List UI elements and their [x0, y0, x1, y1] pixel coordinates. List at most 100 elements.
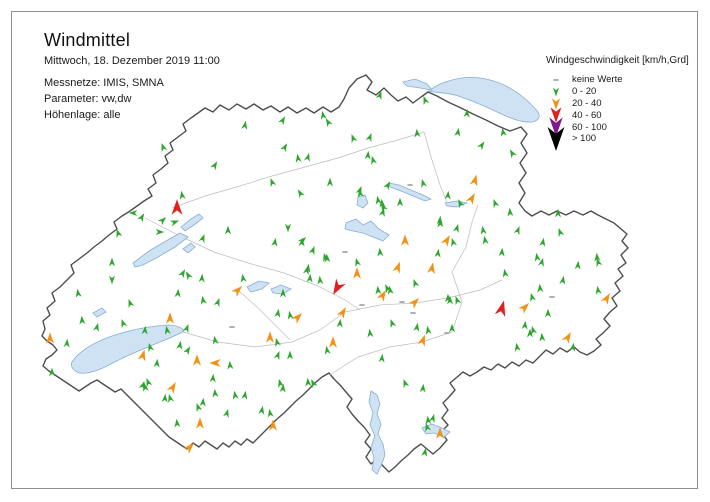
no-value-marker	[342, 251, 348, 253]
legend-items: keine Werte 0 - 20 20 - 40 40 - 60 60 - 100 >…	[546, 74, 704, 151]
wind-arrow-o	[329, 336, 337, 348]
wind-arrow-g	[155, 228, 165, 236]
wind-arrow-g	[161, 142, 168, 153]
legend-item-o: 20 - 40	[546, 97, 704, 110]
wind-arrow-g	[444, 190, 451, 200]
wind-arrow-r	[333, 278, 346, 295]
wind-arrow-g	[396, 197, 404, 207]
wind-arrow-g	[286, 350, 294, 360]
wind-arrow-g	[377, 247, 384, 257]
legend-label: 40 - 60	[572, 109, 602, 121]
wind-arrow-g	[365, 132, 372, 143]
wind-arrow-g	[534, 252, 541, 262]
wind-arrow-g	[212, 388, 219, 398]
wind-arrow-o	[166, 382, 176, 394]
wind-arrow-g	[357, 188, 364, 198]
wind-arrow-g	[308, 245, 315, 256]
lake-maggiore	[368, 390, 386, 475]
wind-arrow-g	[267, 408, 274, 418]
wind-arrow-g	[297, 189, 305, 199]
wind-arrow-g	[428, 413, 435, 423]
wind-arrow-g	[569, 342, 576, 352]
legend-glyph-p	[549, 117, 563, 137]
wind-arrow-g	[137, 213, 145, 223]
wind-arrow-o	[291, 312, 303, 324]
legend-label: 60 - 100	[572, 121, 607, 133]
wind-arrow-g	[198, 273, 205, 283]
wind-arrow-g	[351, 133, 358, 144]
wind-arrow-g	[493, 198, 500, 209]
wind-arrow-g	[574, 260, 581, 270]
wind-arrow-g	[558, 227, 565, 238]
wind-arrow-g	[213, 297, 220, 308]
wind-arrow-g	[502, 268, 509, 278]
wind-arrow-g	[554, 208, 562, 218]
wind-arrow-g	[274, 308, 281, 318]
wind-arrow-g	[544, 308, 552, 318]
wind-arrow-o	[183, 442, 195, 454]
wind-arrow-g	[455, 295, 462, 306]
wind-arrow-o	[600, 293, 610, 305]
wind-arrow-o	[266, 331, 274, 343]
wind-arrow-g	[559, 275, 566, 285]
wind-arrow-g	[419, 383, 426, 393]
wind-arrow-g	[209, 373, 216, 383]
wind-arrow-o	[427, 262, 435, 275]
wind-arrow-g	[448, 323, 456, 333]
wind-arrow-g	[421, 178, 428, 188]
wind-arrow-g	[280, 143, 288, 153]
wind-arrow-g	[530, 292, 537, 302]
lake-untersee	[402, 78, 433, 91]
no-value-marker	[553, 79, 559, 81]
wind-arrow-r	[494, 300, 506, 317]
legend-label: 0 - 20	[572, 86, 597, 98]
lake-lucerne	[344, 218, 390, 242]
wind-arrow-g	[452, 223, 459, 233]
wind-arrow-g	[176, 340, 183, 350]
wind-arrow-g	[454, 127, 461, 137]
page-title: Windmittel	[44, 30, 131, 50]
wind-arrow-g	[539, 237, 546, 247]
wind-arrow-g	[537, 257, 544, 267]
wind-arrow-g	[458, 199, 465, 209]
wind-arrow-g	[241, 120, 248, 130]
wind-arrow-g	[521, 320, 528, 330]
wind-arrow-g	[141, 325, 148, 335]
wind-arrow-g	[161, 393, 168, 403]
wind-arrow-g	[379, 198, 386, 208]
wind-arrow-g	[446, 295, 454, 305]
wind-arrow-g	[138, 380, 145, 391]
wind-arrow-g	[413, 322, 420, 332]
wind-arrow-p	[549, 117, 563, 137]
wind-arrow-g	[326, 177, 334, 187]
wind-arrow-o	[518, 302, 530, 314]
wind-arrow-g	[224, 225, 232, 235]
wind-arrow-g	[174, 288, 181, 298]
wind-arrow-g	[270, 177, 277, 188]
wind-arrow-g	[596, 257, 603, 268]
wind-arrow-g	[153, 358, 160, 368]
wind-arrow-g	[278, 116, 286, 126]
wind-arrow-g	[305, 377, 312, 387]
wind-arrow-k	[547, 126, 565, 151]
wind-markers	[46, 90, 610, 457]
wind-arrow-g	[477, 141, 485, 151]
wind-arrow-g	[425, 325, 432, 335]
wind-arrow-g	[303, 152, 310, 162]
wind-arrow-g	[507, 207, 514, 217]
wind-arrow-g	[378, 353, 385, 363]
wind-arrow-g	[509, 149, 517, 159]
wind-arrow-o	[469, 174, 478, 187]
legend-glyph-g	[552, 87, 560, 97]
legend-label: keine Werte	[572, 74, 623, 86]
wind-arrow-g	[148, 342, 155, 352]
wind-arrow-g	[413, 278, 420, 289]
wind-arrow-g	[537, 283, 544, 293]
wind-arrow-o	[193, 354, 201, 366]
legend-label: > 100	[572, 133, 597, 145]
wind-arrow-g	[164, 325, 171, 335]
wind-arrow-g	[324, 253, 331, 263]
wind-arrow-g	[227, 360, 234, 370]
wind-arrow-r	[171, 199, 183, 215]
